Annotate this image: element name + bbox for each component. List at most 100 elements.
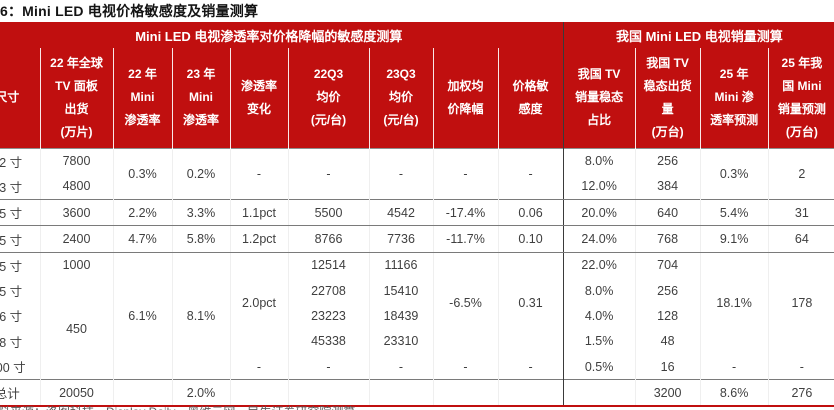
cell-pen-change: 1.2pct bbox=[229, 225, 288, 253]
cell-asp23: - bbox=[368, 148, 433, 200]
cell-pen25: 5.4% bbox=[699, 199, 769, 227]
cell-cn-share: 12.0% bbox=[562, 173, 636, 201]
cell-empty bbox=[497, 379, 564, 408]
cell-panel: 1000 bbox=[39, 252, 113, 278]
col-header-price-sens: 价格敏 感度 bbox=[497, 48, 564, 148]
col-header-pen22: 22 年 Mini 渗透率 bbox=[112, 48, 172, 148]
cell-price-sens: - bbox=[497, 148, 564, 200]
cell-size: 65 寸 bbox=[0, 225, 40, 253]
cell-pen25: 0.3% bbox=[699, 148, 769, 200]
cell-empty bbox=[229, 379, 288, 408]
cell-pen23: 5.8% bbox=[171, 225, 230, 253]
cell-price-sens: 0.10 bbox=[497, 225, 564, 253]
cell-panel: 7800 bbox=[39, 148, 113, 174]
cell-cn-ship: 48 bbox=[634, 328, 701, 354]
table-row-98: 98 寸 45338 23310 1.5% 48 bbox=[0, 328, 834, 354]
cell-cn-share: 24.0% bbox=[562, 225, 636, 253]
cell-cn-ship: 256 bbox=[634, 277, 701, 304]
figure-title: 6：Mini LED 电视价格敏感度及销量测算 bbox=[0, 3, 259, 19]
cell-pen-change: - bbox=[229, 148, 288, 200]
cell-empty bbox=[287, 379, 369, 408]
cell-sales25: 276 bbox=[767, 379, 834, 408]
cell-wavg-drop: - bbox=[432, 148, 498, 200]
cell-pen23: 8.1% bbox=[171, 277, 230, 354]
cell-cn-share: 0.5% bbox=[562, 353, 636, 380]
col-header-size: 尺寸 bbox=[0, 48, 40, 148]
group-header-left: Mini LED 电视渗透率对价格降幅的敏感度测算 bbox=[0, 22, 564, 48]
cell-size: 75 寸 bbox=[0, 252, 40, 278]
cell-sales25: 64 bbox=[767, 225, 834, 253]
cell-sales25: - bbox=[767, 353, 834, 380]
col-header-asp22q3: 22Q3 均价 (元/台) bbox=[287, 48, 369, 148]
cell-pen22: 0.3% bbox=[112, 148, 172, 200]
cell-asp22: 12514 bbox=[287, 252, 369, 278]
cell-wavg-drop: -11.7% bbox=[432, 225, 498, 253]
cell-pen-change: 1.1pct bbox=[229, 199, 288, 227]
table-row-75: 75 寸 1000 2.0pct 12514 11166 -6.5% 0.31 … bbox=[0, 252, 834, 354]
cell-asp22: - bbox=[287, 148, 369, 200]
cell-cn-share: 8.0% bbox=[562, 277, 636, 304]
cell-cn-ship: 3200 bbox=[634, 379, 701, 408]
cell-empty bbox=[39, 277, 113, 304]
col-header-pen-change: 渗透率 变化 bbox=[229, 48, 288, 148]
col-header-wavg-drop: 加权均 价降幅 bbox=[432, 48, 498, 148]
cell-empty bbox=[171, 252, 230, 278]
cell-cn-ship: 704 bbox=[634, 252, 701, 278]
table-row-43: 43 寸 4800 12.0% 384 bbox=[0, 173, 834, 201]
cell-pen22: 6.1% bbox=[112, 277, 172, 354]
cell-empty bbox=[112, 353, 172, 380]
cell-pen23: 0.2% bbox=[171, 148, 230, 200]
cell-asp22: - bbox=[287, 353, 369, 380]
cell-cn-ship: 256 bbox=[634, 148, 701, 174]
cell-pen25: 9.1% bbox=[699, 225, 769, 253]
cell-panel: 3600 bbox=[39, 199, 113, 227]
cell-pen25: 8.6% bbox=[699, 379, 769, 408]
cell-sales25: 31 bbox=[767, 199, 834, 227]
cell-panel: 4800 bbox=[39, 173, 113, 201]
cell-empty bbox=[112, 379, 172, 408]
col-header-cn-share: 我国 TV 销量稳态 占比 bbox=[562, 48, 636, 148]
cell-asp22: 5500 bbox=[287, 199, 369, 227]
cell-pen-change: 2.0pct bbox=[229, 252, 288, 354]
cell-size: 总计 bbox=[0, 379, 40, 408]
cell-cn-ship: 128 bbox=[634, 303, 701, 329]
cell-pen23: 3.3% bbox=[171, 199, 230, 227]
cell-wavg-drop: - bbox=[432, 353, 498, 380]
cell-asp23: - bbox=[368, 353, 433, 380]
col-header-pen23: 23 年 Mini 渗透率 bbox=[171, 48, 230, 148]
table-row-total: 总计 20050 2.0% 3200 8.6% 276 bbox=[0, 379, 834, 408]
cell-pen22: 4.7% bbox=[112, 225, 172, 253]
cell-empty bbox=[171, 353, 230, 380]
cell-price-sens: - bbox=[497, 353, 564, 380]
cell-pen22: 2.2% bbox=[112, 199, 172, 227]
cell-asp23: 18439 bbox=[368, 303, 433, 329]
cell-cn-share: 8.0% bbox=[562, 148, 636, 174]
table-row-32: 32 寸 7800 0.3% 0.2% - - - - - 8.0% 256 0… bbox=[0, 148, 834, 200]
cell-cn-share: 22.0% bbox=[562, 252, 636, 278]
cell-empty bbox=[562, 379, 636, 408]
column-header-row: 尺寸 22 年全球 TV 面板 出货 (万片) 22 年 Mini 渗透率 23… bbox=[0, 48, 834, 148]
cell-wavg-drop: -6.5% bbox=[432, 252, 498, 354]
cell-panel: 2400 bbox=[39, 225, 113, 253]
cell-panel: 20050 bbox=[39, 379, 113, 408]
cell-sales25: 2 bbox=[767, 148, 834, 200]
cell-cn-ship: 16 bbox=[634, 353, 701, 380]
cell-price-sens: 0.31 bbox=[497, 252, 564, 354]
cell-sales25: 178 bbox=[767, 252, 834, 354]
cell-pen25: 18.1% bbox=[699, 252, 769, 354]
cell-asp23: 15410 bbox=[368, 277, 433, 304]
table-row-85: 85 寸 6.1% 8.1% 22708 15410 8.0% 256 bbox=[0, 277, 834, 354]
cell-empty bbox=[368, 379, 433, 408]
cell-empty bbox=[112, 252, 172, 278]
cell-cn-ship: 384 bbox=[634, 173, 701, 201]
cell-size: 85 寸 bbox=[0, 277, 40, 304]
cell-cn-ship: 768 bbox=[634, 225, 701, 253]
cell-wavg-drop: -17.4% bbox=[432, 199, 498, 227]
cell-pen-change: - bbox=[229, 353, 288, 380]
cell-asp23: 11166 bbox=[368, 252, 433, 278]
cell-asp23: 4542 bbox=[368, 199, 433, 227]
cell-pen23: 2.0% bbox=[171, 379, 230, 408]
cell-cn-share: 4.0% bbox=[562, 303, 636, 329]
cell-cn-share: 20.0% bbox=[562, 199, 636, 227]
